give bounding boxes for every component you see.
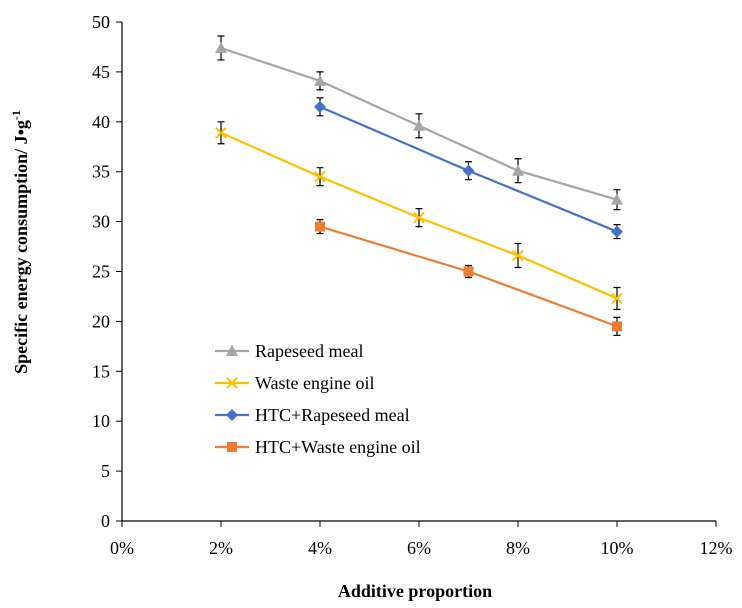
legend-entry: HTC+Waste engine oil: [215, 437, 421, 457]
x-tick-label: 0%: [110, 538, 134, 558]
legend-label: HTC+Waste engine oil: [255, 437, 421, 457]
series-htc-rapeseed-meal: [314, 97, 623, 240]
legend: Rapeseed meal Waste engine oil HTC+Rapesee…: [215, 341, 421, 457]
y-axis-title: Specific energy consumption/ J•g-1: [9, 110, 31, 374]
series-waste-engine-oil: [215, 121, 623, 311]
data-point: [315, 221, 325, 232]
y-tick-label: 10: [92, 411, 110, 431]
y-tick-label: 35: [92, 162, 110, 182]
x-tick-label: 4%: [308, 538, 332, 558]
y-tick-label: 0: [101, 511, 110, 531]
legend-entry: Rapeseed meal: [215, 341, 363, 361]
legend-marker: [227, 442, 237, 452]
legend-entry: Waste engine oil: [215, 373, 375, 393]
y-tick-label: 15: [92, 361, 110, 381]
legend-label: Waste engine oil: [255, 373, 375, 393]
data-point: [611, 292, 623, 305]
x-axis-title: Additive proportion: [338, 581, 492, 601]
series-rapeseed-meal: [215, 35, 623, 211]
legend-marker: [226, 377, 238, 389]
data-point: [611, 225, 623, 238]
y-tick-label: 20: [92, 311, 110, 331]
data-point: [462, 164, 475, 177]
legend-entry: HTC+Rapeseed meal: [215, 405, 410, 425]
x-tick-label: 8%: [506, 538, 530, 558]
y-tick-label: 40: [92, 112, 110, 132]
y-tick-label: 5: [101, 461, 110, 481]
legend-label: HTC+Rapeseed meal: [255, 405, 410, 425]
series-layer: [215, 35, 623, 336]
y-tick-label: 30: [92, 212, 110, 232]
y-axis-title-text: Specific energy consumption/ J•g: [11, 120, 31, 374]
data-point: [413, 211, 425, 224]
series-htc-waste-engine-oil: [315, 219, 622, 336]
data-point: [314, 74, 326, 86]
x-tick-label: 2%: [209, 538, 233, 558]
data-point: [512, 249, 524, 262]
data-point: [463, 266, 474, 277]
data-point: [215, 127, 227, 139]
x-tick-label: 6%: [407, 538, 431, 558]
data-point: [215, 41, 227, 53]
axes: 0% 2% 4% 6% 8% 10% 12% 0 5 10 15 20 25 30 35 40 45 50: [92, 12, 733, 558]
legend-marker: [226, 409, 238, 421]
data-point: [413, 119, 425, 131]
y-tick-label: 25: [92, 262, 110, 282]
data-point: [314, 170, 326, 183]
data-point: [611, 193, 623, 205]
y-tick-label: 45: [92, 62, 110, 82]
y-axis-title-superscript: -1: [9, 110, 23, 120]
legend-label: Rapeseed meal: [255, 341, 363, 361]
data-point: [314, 100, 326, 113]
y-tick-label: 50: [92, 12, 110, 32]
data-point: [612, 321, 622, 332]
legend-marker: [226, 345, 238, 356]
x-tick-label: 12%: [700, 538, 733, 558]
x-tick-label: 10%: [601, 538, 634, 558]
data-point: [512, 164, 524, 176]
